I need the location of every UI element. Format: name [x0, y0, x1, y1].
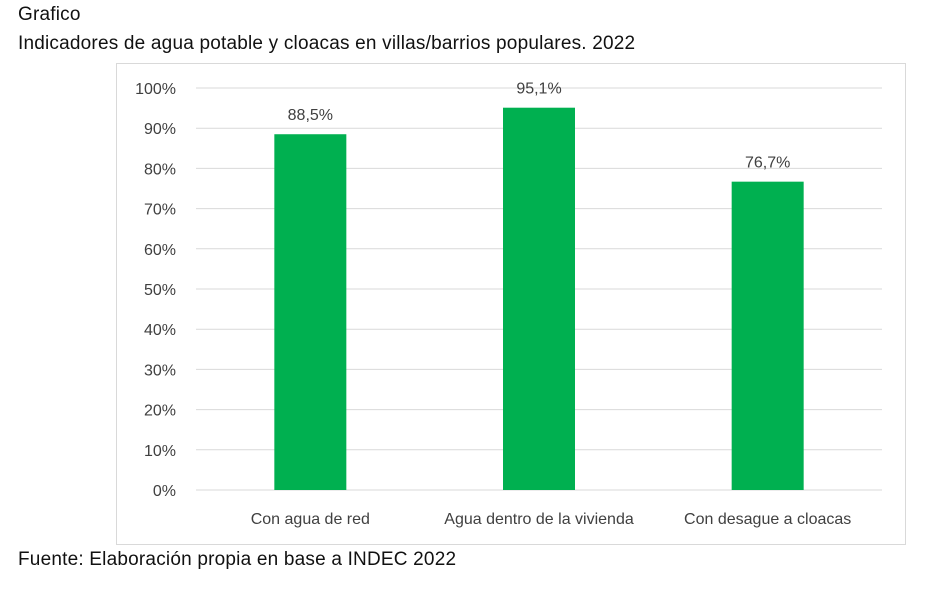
- y-tick-label: 20%: [144, 403, 176, 420]
- y-tick-label: 70%: [144, 202, 176, 219]
- y-tick-label: 100%: [135, 81, 176, 98]
- y-tick-label: 10%: [144, 443, 176, 460]
- x-axis-categories: Con agua de red Agua dentro de la viviend…: [251, 511, 852, 528]
- y-tick-label: 30%: [144, 362, 176, 379]
- y-tick-label: 90%: [144, 121, 176, 138]
- x-category-label: Con desague a cloacas: [684, 511, 851, 528]
- bars: [274, 107, 804, 491]
- bar-value-label: 76,7%: [745, 155, 790, 172]
- bar: [731, 181, 804, 490]
- y-tick-label: 60%: [144, 242, 176, 259]
- y-tick-label: 0%: [153, 483, 176, 500]
- chart-title: Indicadores de agua potable y cloacas en…: [18, 33, 636, 54]
- y-tick-label: 40%: [144, 322, 176, 339]
- bar-value-label: 88,5%: [288, 107, 333, 124]
- y-axis-ticks: 0% 10% 20% 30% 40% 50% 60% 70% 80% 90% 100%: [135, 81, 176, 500]
- bar: [503, 107, 575, 490]
- bar: [274, 134, 347, 491]
- y-tick-label: 80%: [144, 161, 176, 178]
- bar-value-label: 95,1%: [516, 81, 561, 98]
- x-category-label: Agua dentro de la vivienda: [444, 511, 634, 528]
- source-note: Fuente: Elaboración propia en base a IND…: [18, 549, 457, 570]
- data-labels: 88,5% 95,1% 76,7%: [288, 81, 791, 172]
- chart-kicker: Grafico: [18, 4, 81, 25]
- chart-area: [116, 63, 906, 545]
- y-tick-label: 50%: [144, 282, 176, 299]
- x-category-label: Con agua de red: [251, 511, 370, 528]
